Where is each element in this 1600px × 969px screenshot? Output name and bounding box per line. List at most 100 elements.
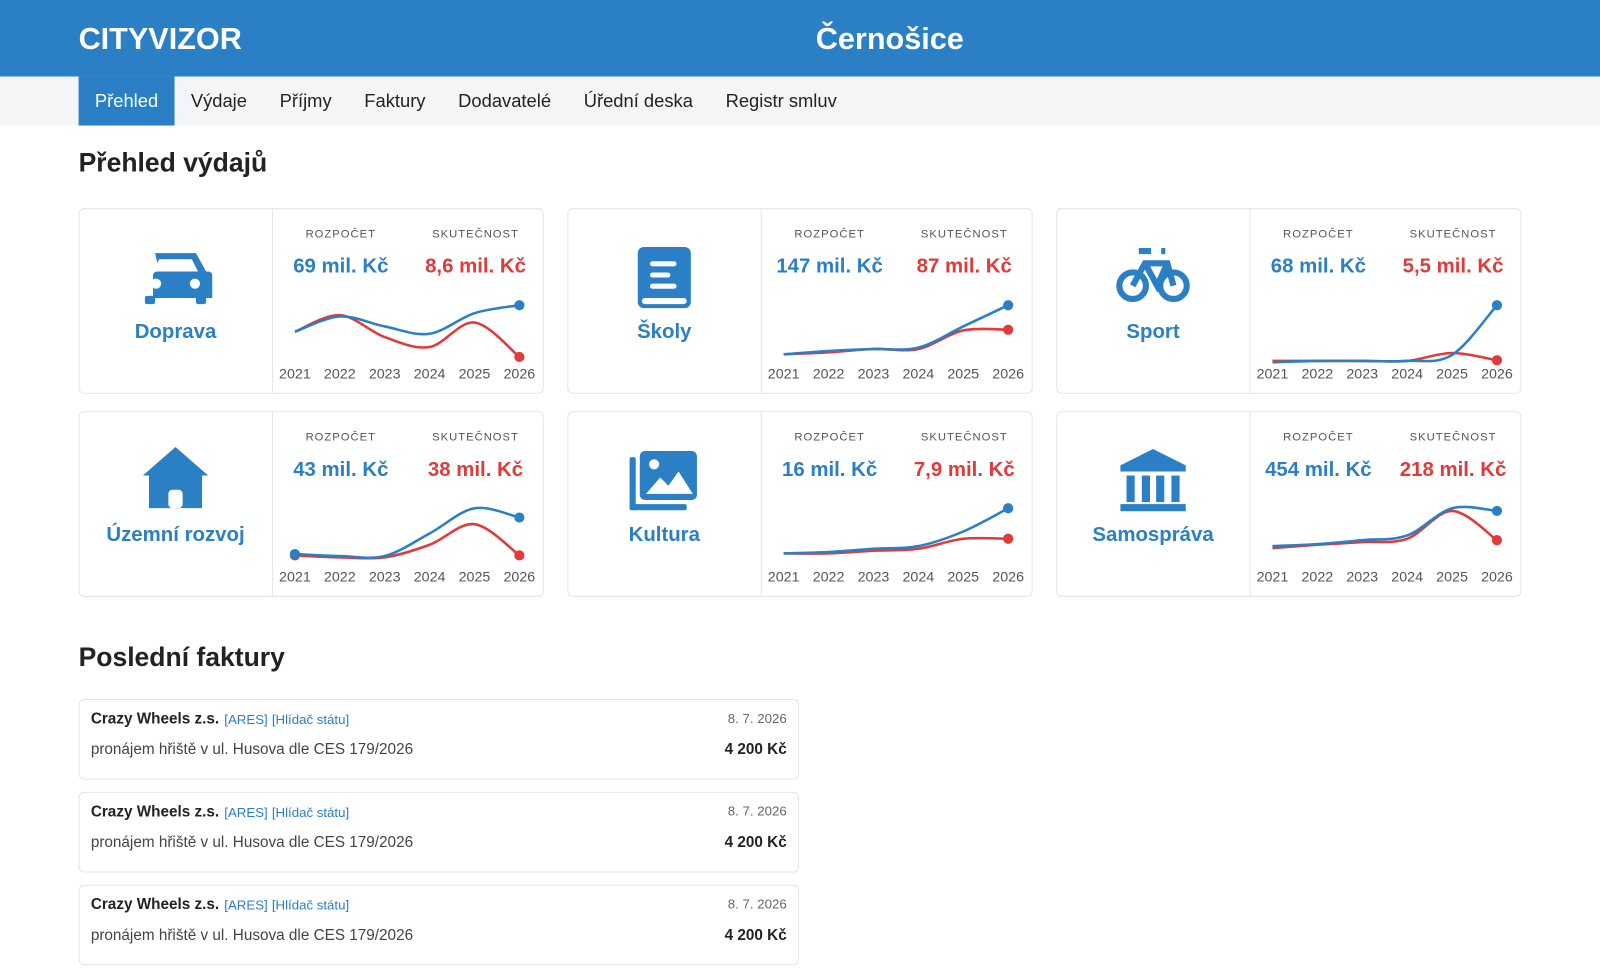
nav: Přehled Výdaje Příjmy Faktury Dodavatelé Úřed… — [78, 76, 838, 126]
bank-icon — [1120, 448, 1186, 512]
card-name: Školy — [637, 319, 692, 343]
year-label: 2021 — [768, 569, 800, 585]
nav-bar — [0, 76, 1600, 126]
actual-value: 87 mil. Kč — [917, 256, 1012, 278]
budget-value: 68 mil. Kč — [1271, 256, 1366, 278]
invoice-amount: 4 200 Kč — [725, 834, 788, 851]
sparkline — [294, 303, 520, 336]
year-label: 2025 — [947, 569, 979, 585]
sparkline-end — [1491, 535, 1503, 546]
sparkline-end — [1491, 355, 1503, 366]
actual-value: 7,9 mil. Kč — [914, 459, 1015, 481]
supplier: Crazy Wheels z.s. — [91, 803, 219, 820]
card-box — [1056, 411, 1522, 597]
header-bar — [0, 0, 1600, 77]
year-label: 2021 — [768, 366, 800, 382]
card-name: Samospráva — [1092, 524, 1214, 546]
year-label: 2022 — [1301, 569, 1333, 585]
nav-item[interactable]: Dodavatelé — [458, 90, 551, 111]
year-label: 2021 — [1257, 569, 1289, 585]
year-label: 2026 — [1481, 366, 1513, 382]
year-label: 2024 — [902, 569, 934, 585]
card-box — [1056, 208, 1522, 394]
image-icon — [629, 451, 697, 511]
budget-label: ROZPOČET — [794, 431, 865, 444]
expense-card[interactable]: Územní rozvoj ROZPOČET SKUTEČNOST 43 mil. K… — [78, 411, 544, 597]
budget-value: 43 mil. Kč — [293, 459, 388, 481]
supplier-link[interactable]: [ARES] — [224, 712, 267, 727]
actual-value: 8,6 mil. Kč — [425, 256, 526, 278]
supplier-link[interactable]: [ARES] — [224, 805, 267, 820]
year-label: 2023 — [369, 569, 401, 585]
year-label: 2026 — [992, 366, 1024, 382]
year-label: 2023 — [858, 366, 890, 382]
invoice-date: 8. 7. 2026 — [728, 897, 787, 912]
budget-label: ROZPOČET — [1283, 228, 1354, 241]
budget-label: ROZPOČET — [794, 228, 865, 241]
budget-value: 16 mil. Kč — [782, 459, 877, 481]
actual-value: 218 mil. Kč — [1400, 459, 1507, 481]
invoice-description: pronájem hřiště v ul. Husova dle CES 179… — [91, 927, 413, 944]
book-icon — [637, 246, 691, 309]
year-label: 2022 — [324, 366, 356, 382]
supplier-link[interactable]: [ARES] — [224, 898, 267, 913]
sparkline-end — [514, 351, 525, 363]
budget-label: ROZPOČET — [306, 431, 377, 444]
supplier: Crazy Wheels z.s. — [91, 896, 219, 913]
expense-card[interactable]: Sport ROZPOČET SKUTEČNOST 68 mil. Kč 5,5 mil… — [1056, 208, 1522, 394]
sparkline-start — [289, 548, 300, 560]
budget-label: ROZPOČET — [1283, 431, 1354, 444]
year-label: 2024 — [414, 366, 446, 382]
card-name: Územní rozvoj — [106, 522, 244, 546]
card-name: Sport — [1126, 321, 1179, 343]
sparkline-end — [1003, 533, 1014, 544]
nav-tab[interactable] — [78, 76, 175, 126]
year-label: 2023 — [369, 366, 401, 382]
card-name: Doprava — [135, 321, 217, 343]
bike-icon — [1116, 247, 1190, 303]
invoice-box — [78, 698, 799, 780]
nav-item[interactable]: Příjmy — [280, 90, 333, 111]
year-label: 2022 — [813, 569, 845, 585]
expense-card[interactable]: Samospráva ROZPOČET SKUTEČNOST 454 mil. Kč 2… — [1056, 411, 1522, 597]
year-label: 2026 — [504, 366, 536, 382]
nav-item[interactable]: Úřední deska — [584, 90, 694, 111]
invoice-date: 8. 7. 2026 — [728, 804, 787, 819]
invoice-row[interactable]: Crazy Wheels z.s. [ARES] [Hlídač státu] 8. … — [78, 791, 799, 873]
sparkline — [294, 522, 521, 560]
nav-item[interactable]: Výdaje — [191, 90, 247, 111]
year-label: 2021 — [279, 569, 311, 585]
nav-item[interactable]: Registr smluv — [726, 90, 838, 111]
sparkline-end — [514, 300, 525, 311]
sparkline — [294, 313, 521, 358]
expense-card[interactable]: Školy ROZPOČET SKUTEČNOST 147 mil. Kč 87 mil… — [567, 208, 1033, 394]
sparkline-end — [1003, 300, 1014, 311]
section-title: Přehled výdajů — [79, 147, 268, 177]
invoice-box — [78, 791, 799, 873]
supplier-link[interactable]: [Hlídač státu] — [272, 805, 349, 820]
year-label: 2026 — [1481, 569, 1513, 585]
year-label: 2021 — [1257, 366, 1289, 382]
brand[interactable]: CITYVIZOR — [79, 22, 242, 56]
sparkline — [1272, 304, 1498, 364]
invoice-row[interactable]: Crazy Wheels z.s. [ARES] [Hlídač státu] 8. … — [78, 698, 799, 780]
year-label: 2024 — [1391, 569, 1423, 585]
actual-label: SKUTEČNOST — [432, 431, 519, 444]
budget-label: ROZPOČET — [306, 228, 377, 241]
section-title: Poslední faktury — [79, 642, 286, 672]
year-label: 2023 — [1346, 366, 1378, 382]
nav-item[interactable]: Faktury — [364, 90, 426, 111]
year-label: 2025 — [1436, 366, 1468, 382]
sparkline-end — [514, 550, 525, 561]
year-label: 2024 — [1391, 366, 1423, 382]
budget-value: 454 mil. Kč — [1265, 459, 1372, 481]
nav-item[interactable]: Přehled — [95, 90, 158, 111]
supplier-link[interactable]: [Hlídač státu] — [272, 898, 349, 913]
invoice-amount: 4 200 Kč — [725, 741, 788, 758]
supplier-link[interactable]: [Hlídač státu] — [272, 712, 349, 727]
invoice-row[interactable]: Crazy Wheels z.s. [ARES] [Hlídač státu] 8. … — [78, 884, 799, 966]
year-label: 2025 — [459, 569, 491, 585]
sparkline-end — [514, 512, 525, 523]
year-label: 2023 — [1346, 569, 1378, 585]
